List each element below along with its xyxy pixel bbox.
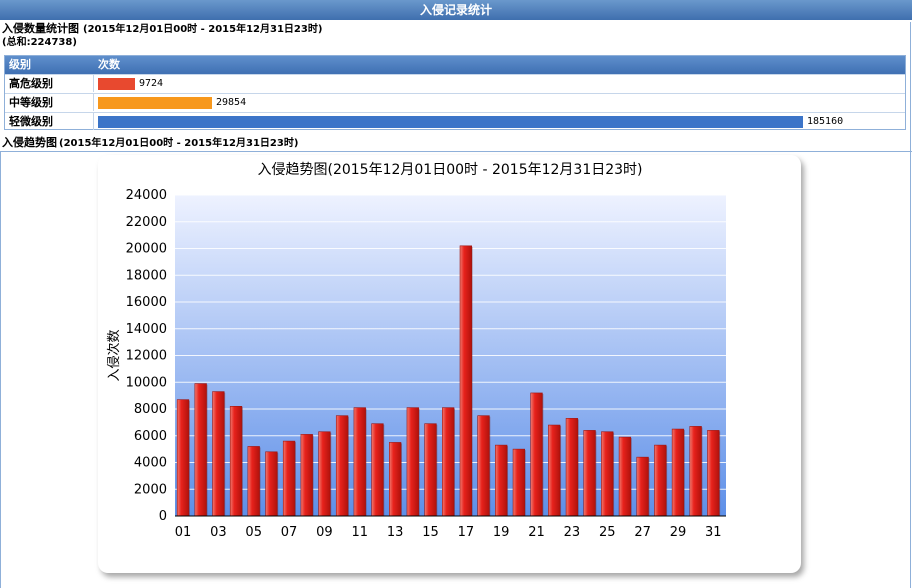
- bar-day-25: [601, 431, 614, 517]
- y-tick-label: 4000: [134, 456, 167, 471]
- chart-title: 入侵趋势图(2015年12月01日00时 - 2015年12月31日23时): [257, 161, 642, 178]
- section-divider: [0, 151, 912, 152]
- bar-day-13: [388, 442, 402, 517]
- level-name-medium: 中等级别: [9, 96, 53, 109]
- bar-day-18: [477, 415, 490, 517]
- x-tick-label: 07: [281, 525, 298, 540]
- x-tick-label: 09: [316, 525, 333, 540]
- level-name-low: 轻微级别: [9, 115, 53, 128]
- x-tick-label: 21: [528, 525, 545, 540]
- bar-day-22: [548, 424, 561, 517]
- bar-day-30: [689, 426, 702, 517]
- trend-section-heading: 入侵趋势图: [2, 136, 57, 149]
- y-tick-label: 6000: [134, 429, 167, 444]
- bar-day-15: [424, 423, 437, 517]
- header-count: 次数: [98, 58, 120, 71]
- frame-border-left: [0, 152, 1, 588]
- level-bar-medium: [98, 97, 212, 109]
- frame-border-right: [910, 22, 911, 588]
- trend-chart: 入侵趋势图(2015年12月01日00时 - 2015年12月31日23时) 0 2…: [106, 161, 726, 540]
- x-tick-label: 03: [210, 525, 227, 540]
- bar-day-12: [371, 423, 384, 517]
- bar-day-23: [565, 418, 579, 517]
- bar-day-24: [583, 430, 596, 517]
- y-tick-label: 18000: [126, 268, 167, 283]
- x-tick-label: 31: [705, 525, 722, 540]
- y-tick-label: 16000: [126, 295, 167, 310]
- bar-day-28: [654, 444, 667, 517]
- trend-section-range: (2015年12月01日00时 - 2015年12月31日23时): [59, 138, 299, 149]
- x-tick-label: 01: [175, 525, 192, 540]
- bar-day-17: [459, 245, 472, 517]
- count-section-title: 入侵数量统计图 (2015年12月01日00时 - 2015年12月31日23时): [2, 22, 322, 36]
- bar-day-21: [530, 392, 543, 517]
- y-tick-label: 8000: [134, 402, 167, 417]
- y-tick-label: 12000: [126, 349, 167, 364]
- header-level: 级别: [9, 58, 31, 71]
- x-tick-label: 13: [387, 525, 404, 540]
- level-row-high: 高危级别 9724: [5, 74, 905, 92]
- window-title: 入侵记录统计: [0, 0, 912, 20]
- y-tick-label: 10000: [126, 375, 167, 390]
- level-bar-high: [98, 78, 135, 90]
- levels-table-header: 级别 次数: [5, 56, 905, 74]
- levels-table: 级别 次数 高危级别 9724 中等级别 29854 轻微级别 185160: [4, 55, 906, 130]
- y-tick-label: 20000: [126, 242, 167, 257]
- level-value-high: 9724: [139, 78, 164, 89]
- bar-day-03: [212, 391, 225, 517]
- x-tick-label: 27: [634, 525, 651, 540]
- bar-day-02: [194, 383, 207, 517]
- level-value-low: 185160: [807, 116, 844, 127]
- x-tick-label: 25: [599, 525, 616, 540]
- x-tick-label: 05: [245, 525, 262, 540]
- x-tick-label: 23: [564, 525, 581, 540]
- x-tick-label: 29: [670, 525, 687, 540]
- bar-day-07: [282, 440, 296, 517]
- level-row-medium: 中等级别 29854: [5, 93, 905, 111]
- bar-day-11: [353, 407, 366, 517]
- y-tick-label: 24000: [126, 188, 167, 203]
- bar-day-26: [618, 436, 632, 517]
- chart-panel: 入侵趋势图(2015年12月01日00时 - 2015年12月31日23时) 0 2…: [98, 155, 801, 573]
- y-axis-label: 入侵次数: [106, 329, 122, 381]
- y-tick-label: 2000: [134, 482, 167, 497]
- y-tick-label: 0: [159, 509, 167, 524]
- bar-day-29: [671, 428, 685, 517]
- column-divider: [93, 94, 94, 111]
- bar-day-27: [636, 456, 649, 517]
- x-tick-label: 15: [422, 525, 439, 540]
- level-row-low: 轻微级别 185160: [5, 112, 905, 130]
- trend-section-title: 入侵趋势图 (2015年12月01日00时 - 2015年12月31日23时): [2, 136, 298, 151]
- count-section-range: (2015年12月01日00时 - 2015年12月31日23时): [83, 24, 323, 35]
- bar-day-05: [247, 446, 260, 517]
- y-tick-label: 14000: [126, 322, 167, 337]
- bar-day-20: [512, 448, 526, 517]
- x-tick-label: 19: [493, 525, 510, 540]
- level-bar-low: [98, 116, 803, 128]
- bar-day-10: [335, 415, 349, 517]
- x-tick-label: 11: [351, 525, 368, 540]
- level-name-high: 高危级别: [9, 77, 53, 90]
- bar-day-19: [495, 444, 508, 517]
- level-value-medium: 29854: [216, 97, 247, 108]
- bar-day-04: [229, 406, 243, 517]
- total-count: (总和:224738): [2, 37, 77, 48]
- bar-day-31: [707, 430, 720, 517]
- bar-day-16: [442, 407, 455, 517]
- bar-day-14: [406, 407, 419, 517]
- bar-day-06: [265, 451, 278, 517]
- column-divider: [93, 75, 94, 92]
- bar-day-01: [176, 399, 190, 517]
- column-divider: [93, 113, 94, 130]
- x-tick-label: 17: [458, 525, 475, 540]
- y-tick-label: 22000: [126, 215, 167, 230]
- bar-day-08: [300, 434, 313, 517]
- count-section-heading: 入侵数量统计图: [2, 22, 79, 35]
- bar-day-09: [318, 431, 331, 517]
